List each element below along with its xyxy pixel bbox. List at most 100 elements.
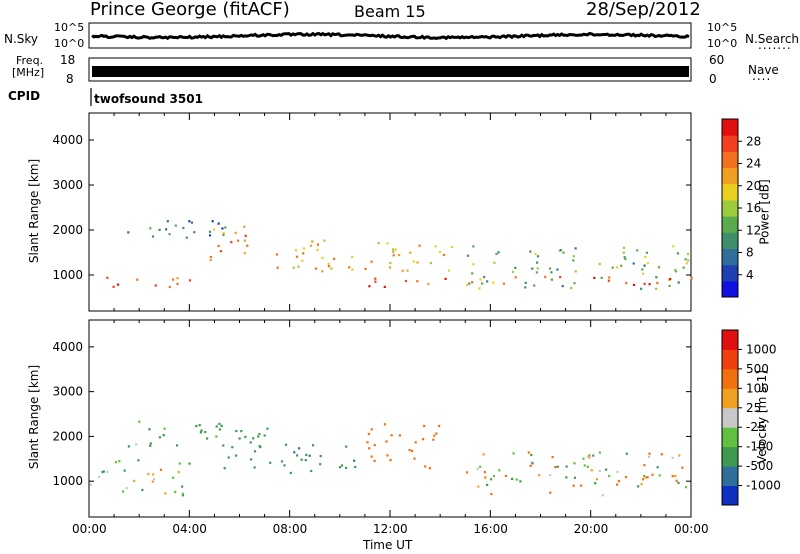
heatmap-cell-band-5 — [481, 282, 484, 285]
heatmap-cell-band-4 — [433, 434, 436, 437]
heatmap-cell-band-2 — [230, 241, 233, 244]
heatmap-cell-band-3 — [401, 269, 404, 272]
velocity-heatmap — [89, 420, 688, 497]
heatmap-cell-band-5 — [574, 247, 577, 250]
heatmap-cell-band-4 — [370, 428, 373, 431]
heatmap-cell-band-5 — [608, 475, 611, 478]
noise-panel — [88, 22, 692, 49]
heatmap-cell-band-5 — [580, 484, 583, 487]
heatmap-cell-band-2 — [238, 437, 241, 440]
heatmap-cell-band-4 — [428, 467, 432, 470]
heatmap-cell-band-5 — [573, 282, 576, 285]
nave-dots: .... — [752, 69, 772, 83]
heatmap-cell-band-3 — [276, 266, 279, 269]
heatmap-cell-band-5 — [572, 255, 575, 258]
heatmap-cell-band-5 — [536, 255, 540, 258]
nsky-label: N.Sky — [4, 32, 39, 46]
heatmap-cell-band-2 — [266, 427, 269, 430]
heatmap-cell-band-0 — [137, 459, 140, 462]
heatmap-cell-band-5 — [472, 263, 475, 266]
time-tick-label: 04:00 — [172, 522, 207, 536]
heatmap-cell-band-3 — [450, 245, 454, 248]
heatmap-cell-band-5 — [556, 465, 559, 468]
heatmap-cell-band-5 — [684, 486, 688, 489]
heatmap-cell-band-5 — [476, 467, 479, 470]
heatmap-cell-band-3 — [416, 261, 419, 264]
heatmap-cell-band-0 — [147, 473, 150, 476]
heatmap-cell-band-5 — [625, 452, 628, 455]
heatmap-cell-band-3 — [409, 251, 412, 254]
heatmap-cell-band-2 — [253, 466, 256, 469]
heatmap-cell-band-4 — [416, 280, 419, 283]
heatmap-cell-band-5 — [677, 281, 680, 284]
heatmap-cell-band-4 — [438, 424, 441, 427]
heatmap-cell-band-5 — [572, 484, 575, 487]
heatmap-cell-band-5 — [644, 476, 647, 479]
heatmap-cell-band-6 — [669, 278, 672, 281]
heatmap-cell-band-5 — [486, 483, 489, 486]
colorbar-tick-label: -1000 — [746, 479, 781, 493]
heatmap-cell-band-5 — [573, 476, 577, 479]
heatmap-cell-band-5 — [678, 454, 681, 457]
heatmap-cell-band-5 — [527, 451, 530, 454]
y-tick-label: 4000 — [52, 340, 83, 354]
colorbar-tick-label: 4 — [746, 268, 754, 282]
heatmap-cell-band-2 — [244, 234, 247, 237]
heatmap-cell-band-3 — [434, 245, 437, 248]
freq-tick-bottom: 8 — [66, 72, 74, 86]
heatmap-cell-band-0 — [172, 278, 175, 281]
heatmap-cell-band-4 — [373, 444, 376, 447]
heatmap-cell-band-3 — [389, 261, 392, 265]
heatmap-cell-band-0 — [141, 488, 144, 491]
heatmap-cell-band-2 — [246, 244, 249, 247]
heatmap-cell-band-4 — [422, 438, 425, 441]
heatmap-cell-band-5 — [512, 452, 515, 455]
heatmap-cell-band-5 — [477, 485, 480, 488]
heatmap-cell-band-4 — [368, 447, 371, 450]
heatmap-cell-band-5 — [645, 251, 648, 254]
heatmap-cell-band-5 — [657, 266, 661, 269]
heatmap-cell-band-5 — [642, 272, 645, 275]
heatmap-cell-band-1 — [138, 420, 141, 423]
heatmap-cell-band-5 — [468, 282, 471, 285]
heatmap-cell-band-5 — [687, 259, 690, 262]
heatmap-cell-band-0 — [181, 494, 184, 497]
y-tick-label: 2000 — [52, 429, 83, 443]
heatmap-cell-band-0 — [172, 476, 175, 479]
heatmap-cell-band-4 — [373, 459, 376, 462]
heatmap-cell-band-1 — [148, 428, 151, 431]
colorbar-swatch — [722, 151, 738, 169]
heatmap-cell-band-5 — [495, 252, 498, 255]
heatmap-cell-band-5 — [623, 256, 626, 259]
heatmap-cell-band-5 — [646, 262, 649, 265]
heatmap-cell-band-1 — [224, 226, 227, 229]
power-colorbar-label: Power [dB] — [757, 179, 772, 245]
time-tick-label: 16:00 — [473, 522, 508, 536]
heatmap-cell-band-0 — [101, 471, 104, 474]
colorbar-swatch — [722, 183, 738, 201]
heatmap-cell-band-5 — [675, 479, 678, 482]
heatmap-cell-band-0 — [188, 279, 192, 282]
heatmap-cell-band-5 — [622, 246, 626, 249]
heatmap-cell-band-3 — [391, 248, 395, 251]
heatmap-cell-band-5 — [536, 267, 539, 270]
heatmap-cell-band-5 — [598, 469, 601, 472]
heatmap-cell-band-0 — [176, 282, 179, 285]
heatmap-cell-band-2 — [218, 428, 221, 431]
heatmap-cell-band-5 — [674, 268, 677, 271]
heatmap-cell-band-6 — [632, 283, 636, 286]
heatmap-cell-band-1 — [127, 231, 130, 234]
heatmap-cell-band-3 — [309, 244, 313, 247]
heatmap-cell-band-2 — [284, 443, 288, 446]
power-heatmap — [106, 220, 693, 290]
heatmap-cell-band-4 — [366, 441, 369, 444]
heatmap-cell-band-0 — [188, 462, 191, 465]
heatmap-cell-band-4 — [370, 455, 373, 458]
heatmap-cell-band-1 — [195, 424, 198, 428]
heatmap-cell-band-2 — [209, 256, 212, 259]
heatmap-cell-band-6 — [593, 276, 596, 279]
heatmap-cell-band-5 — [492, 475, 496, 478]
heatmap-cell-band-3 — [327, 262, 330, 265]
power-colorbar: 28 24 20 16 12 8 4 — [721, 118, 761, 298]
heatmap-cell-band-1 — [165, 228, 168, 231]
